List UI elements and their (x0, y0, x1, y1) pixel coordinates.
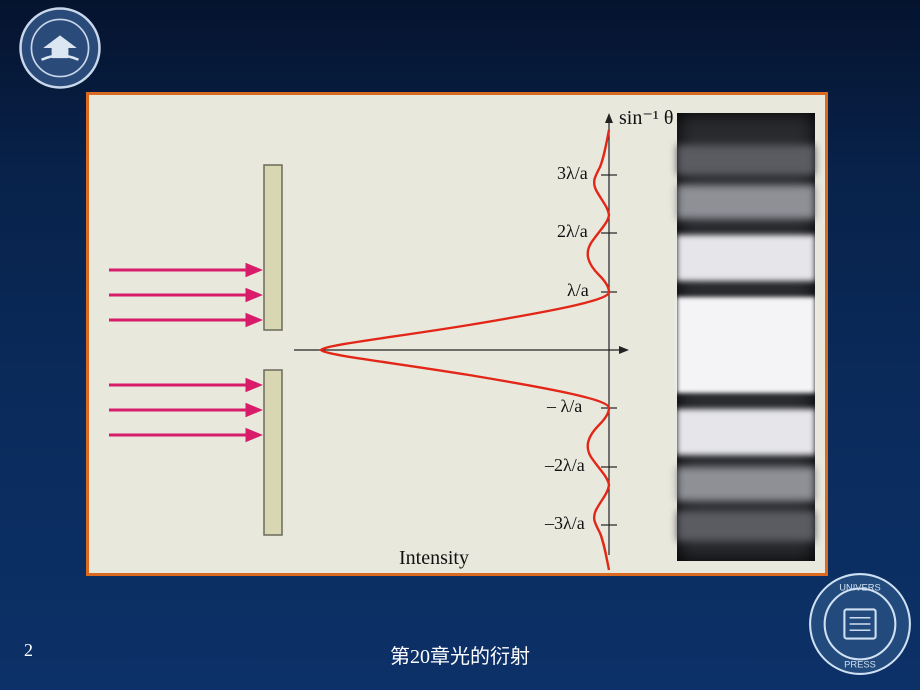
tick-m3: –3λ/a (545, 513, 585, 534)
slide-caption: 第20章光的衍射 (0, 640, 920, 669)
diffraction-figure: sin⁻¹ θ Intensity 3λ/a 2λ/a λ/a – λ/a –2… (86, 92, 828, 576)
incident-rays (109, 265, 259, 440)
tick-2: 2λ/a (557, 221, 588, 242)
xidian-logo (18, 6, 102, 90)
tick-m2: –2λ/a (545, 455, 585, 476)
x-axis-label: Intensity (399, 547, 469, 570)
tick-3: 3λ/a (557, 163, 588, 184)
slit-bottom (264, 370, 282, 535)
svg-text:UNIVERS: UNIVERS (839, 583, 881, 593)
slit-top (264, 165, 282, 330)
diffraction-photo (677, 113, 815, 561)
slide: UNIVERS PRESS (0, 0, 920, 690)
y-axis-label: sin⁻¹ θ (619, 105, 673, 130)
tick-m1: – λ/a (547, 396, 582, 417)
tick-1: λ/a (567, 280, 589, 301)
